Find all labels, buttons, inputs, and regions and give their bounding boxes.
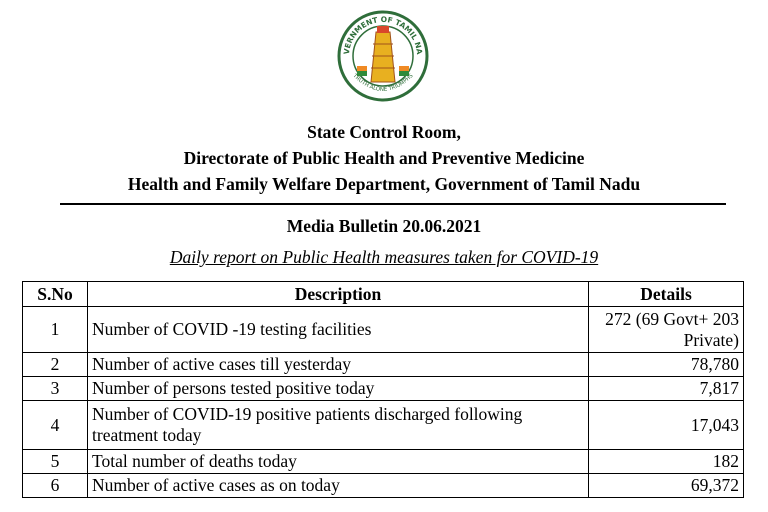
emblem: GOVERNMENT OF TAMIL NADU TRUTH ALONE TRI… bbox=[333, 4, 429, 102]
column-header: Description bbox=[87, 281, 589, 307]
header-line: State Control Room, bbox=[307, 122, 461, 142]
table-row: 2 Number of active cases till yesterday 78… bbox=[22, 352, 744, 377]
table-cell: 17,043 bbox=[588, 400, 744, 450]
table-cell: 272 (69 Govt+ 203 Private) bbox=[588, 306, 744, 353]
table-cell: 4 bbox=[22, 400, 88, 450]
header-row: S.No Description Details bbox=[22, 281, 744, 307]
table-row: 6 Number of active cases as on today 69,37… bbox=[22, 473, 744, 498]
table-cell: 6 bbox=[22, 473, 88, 498]
report-table: S.No Description Details 1 Number of COVID … bbox=[22, 281, 744, 498]
table-cell: Total number of deaths today bbox=[87, 449, 589, 474]
table-cell: Number of COVID -19 testing facilities bbox=[87, 306, 589, 353]
table-cell: 2 bbox=[22, 352, 88, 377]
table-cell: Number of active cases till yesterday bbox=[87, 352, 589, 377]
table-body: 1 Number of COVID -19 testing facilities 2… bbox=[22, 306, 744, 498]
table-cell: 78,780 bbox=[588, 352, 744, 377]
rule bbox=[60, 203, 726, 205]
table-cell: Number of active cases as on today bbox=[87, 473, 589, 498]
header-line: Health and Family Welfare Department, Go… bbox=[127, 174, 641, 194]
column-header: S.No bbox=[22, 281, 88, 307]
table-cell: 3 bbox=[22, 376, 88, 401]
bulletin-title: Media Bulletin 20.06.2021 bbox=[286, 216, 482, 236]
table-cell: 5 bbox=[22, 449, 88, 474]
table-row: 3 Number of persons tested positive today… bbox=[22, 376, 744, 401]
table-cell: 7,817 bbox=[588, 376, 744, 401]
table-cell: 1 bbox=[22, 306, 88, 353]
header-line: Directorate of Public Health and Prevent… bbox=[183, 148, 585, 168]
table-row: 4 Number of COVID-19 positive patients di… bbox=[22, 400, 744, 450]
subtitle: Daily report on Public Health measures t… bbox=[169, 247, 599, 267]
table-cell: Number of persons tested positive today bbox=[87, 376, 589, 401]
table-cell: Number of COVID-19 positive patients dis… bbox=[87, 400, 589, 450]
table-cell: 182 bbox=[588, 449, 744, 474]
table-row: 5 Total number of deaths today 182 bbox=[22, 449, 744, 474]
table-cell: 69,372 bbox=[588, 473, 744, 498]
column-header: Details bbox=[588, 281, 744, 307]
table-row: 1 Number of COVID -19 testing facilities 2… bbox=[22, 306, 744, 353]
